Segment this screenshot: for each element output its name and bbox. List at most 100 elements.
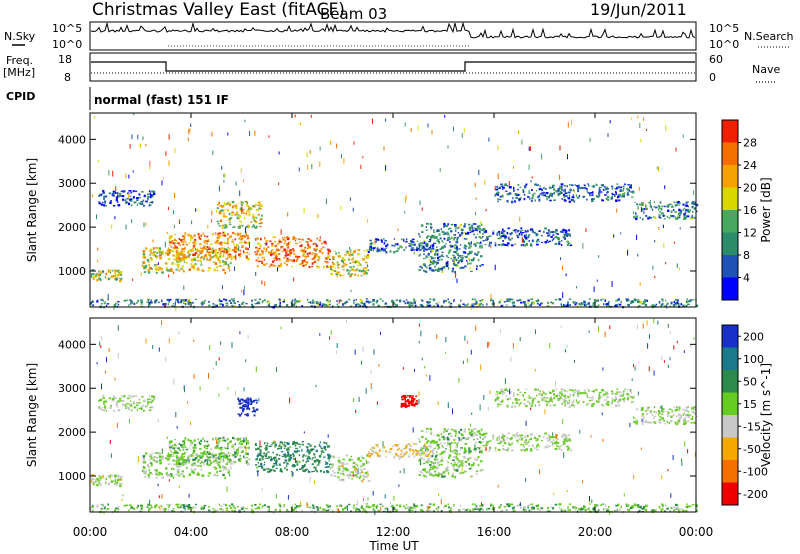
velocity-cell [464, 456, 467, 459]
velocity-cell [260, 465, 264, 468]
power-cell [244, 240, 246, 243]
power-cell [512, 302, 514, 305]
velocity-cell [456, 441, 459, 444]
power-noise-cell [268, 135, 270, 138]
power-colorbar-segment [722, 165, 738, 188]
power-cell [311, 258, 314, 261]
power-cell [293, 253, 296, 255]
velocity-cell [217, 438, 220, 441]
velocity-cell [147, 403, 149, 406]
velocity-cell [582, 400, 584, 403]
velocity-cell [361, 479, 364, 483]
velocity-cell [423, 458, 425, 461]
velocity-cell [196, 474, 199, 476]
velocity-cell [161, 476, 164, 479]
velocity-cell [443, 470, 446, 474]
power-cell [448, 238, 451, 241]
power-cell [165, 262, 168, 265]
power-cell [367, 254, 370, 257]
power-cell [117, 204, 121, 207]
power-cell [678, 202, 681, 204]
power-noise-cell [639, 122, 641, 128]
power-cell [321, 304, 323, 307]
velocity-cell [234, 438, 236, 441]
velocity-cell [234, 452, 236, 455]
velocity-cell [220, 448, 223, 451]
velocity-cell [218, 470, 222, 472]
velocity-cell [298, 454, 301, 456]
power-cell [559, 186, 561, 189]
power-cell [446, 233, 450, 236]
velocity-cell [432, 449, 435, 452]
power-cell [458, 226, 461, 229]
power-cell [448, 249, 452, 252]
power-cell [149, 250, 152, 252]
power-cell [414, 304, 417, 307]
power-noise-cell [475, 211, 476, 216]
power-cell [458, 255, 461, 257]
power-cell [528, 190, 530, 192]
power-cell [545, 192, 549, 195]
power-cell [169, 298, 172, 301]
power-cell [453, 264, 457, 266]
velocity-cell [239, 446, 242, 449]
power-cell [289, 249, 292, 252]
power-cell [531, 239, 534, 243]
power-cell [268, 251, 270, 254]
power-cell [334, 266, 336, 269]
power-cell [541, 192, 544, 194]
velocity-cell [549, 404, 552, 407]
power-cell [641, 208, 644, 211]
velocity-cell [169, 440, 172, 443]
velocity-cell [371, 449, 374, 453]
velocity-cell [547, 439, 550, 442]
power-cell [212, 252, 214, 254]
power-noise-cell [150, 192, 151, 199]
velocity-cell [478, 441, 481, 443]
power-feature-11 [632, 201, 699, 221]
power-cell [222, 256, 225, 258]
power-cell [369, 243, 372, 246]
power-cell [464, 238, 468, 240]
velocity-cell [303, 465, 306, 468]
power-cell [255, 203, 257, 207]
power-cell [228, 299, 231, 302]
velocity-cell [379, 449, 381, 451]
power-cell [236, 214, 240, 216]
velocity-cell [333, 472, 336, 474]
power-cell [188, 256, 190, 259]
power-cell [180, 252, 183, 255]
power-noise-cell [340, 206, 342, 210]
power-cell [223, 248, 227, 250]
power-cell [138, 197, 141, 199]
velocity-cell [177, 465, 181, 468]
velocity-cell [277, 458, 281, 460]
power-cell [168, 249, 171, 253]
velocity-cell [301, 443, 304, 446]
power-cell [264, 299, 266, 302]
power-cell [262, 300, 264, 302]
power-cell [92, 299, 94, 302]
power-cell [153, 251, 155, 254]
power-cell [357, 264, 359, 267]
velocity-cell [150, 401, 153, 404]
power-cell [497, 200, 499, 203]
velocity-cell [182, 462, 184, 465]
velocity-cell [238, 443, 240, 445]
power-cell [551, 195, 553, 198]
power-noise-cell [221, 165, 223, 170]
power-noise-cell [218, 185, 220, 192]
velocity-cell [245, 452, 248, 455]
power-colorbar-segment [722, 142, 738, 166]
velocity-cell [288, 458, 291, 461]
power-cell [291, 260, 294, 263]
velocity-cell [429, 469, 432, 471]
power-cell [149, 301, 152, 303]
power-cell [292, 236, 296, 238]
velocity-cell [343, 473, 345, 476]
power-cell [386, 243, 389, 246]
velocity-cell [314, 445, 317, 448]
power-cell [682, 203, 685, 206]
power-cell [291, 265, 293, 268]
velocity-cell [409, 395, 411, 399]
